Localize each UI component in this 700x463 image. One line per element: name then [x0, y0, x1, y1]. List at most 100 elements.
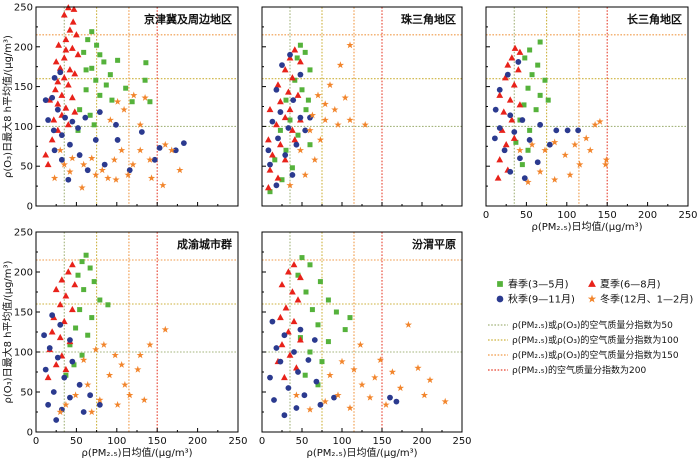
winter-point [326, 371, 334, 379]
autumn-point [279, 62, 285, 69]
summer-point [511, 44, 519, 51]
summer-point [285, 268, 292, 275]
autumn-point [553, 127, 560, 134]
spring-point [295, 132, 301, 138]
winter-point [346, 404, 354, 412]
summer-point [265, 183, 272, 191]
spring-point [105, 302, 111, 308]
winter-point [92, 171, 100, 179]
x-tick-label: 250 [452, 436, 471, 447]
winter-point [56, 146, 64, 154]
autumn-point [285, 385, 292, 391]
summer-point [508, 54, 516, 61]
panel-title: 珠三角地区 [401, 12, 456, 26]
winter-point [161, 140, 169, 148]
summer-point [496, 91, 504, 98]
winter-point [314, 91, 322, 99]
winter-legend-marker [587, 294, 597, 303]
autumn-point [496, 125, 503, 131]
summer-point [55, 41, 63, 48]
winter-point [140, 396, 148, 404]
autumn-point [76, 152, 83, 158]
winter-point [596, 117, 604, 125]
spring-point [85, 332, 91, 338]
winter-point [66, 167, 74, 175]
autumn-point [96, 109, 103, 115]
spring-point [342, 327, 348, 333]
autumn-point [57, 321, 64, 328]
summer-point [56, 64, 64, 71]
autumn-point [113, 121, 119, 128]
legend-item-reference-line: ρ(PM₂.₅)或ρ(O₃)的空气质量分指数为150 [488, 349, 679, 361]
summer-point [52, 361, 60, 368]
winter-point [136, 351, 144, 359]
spring-point [97, 297, 103, 303]
winter-point [321, 100, 329, 108]
x-tick-label: 200 [412, 436, 431, 447]
summer-point [290, 317, 298, 325]
winter-point [147, 174, 156, 182]
spring-point [75, 272, 81, 278]
x-tick-label: 250 [228, 436, 247, 447]
spring-point [81, 287, 87, 293]
spring-point [94, 42, 100, 48]
legend-reference-line-label: ρ(PM₂.₅)或ρ(O₃)的空气质量分指数为100 [512, 334, 679, 346]
summer-point [64, 268, 72, 275]
winter-point [136, 146, 144, 154]
summer-point [50, 116, 58, 123]
spring-point [299, 87, 305, 93]
summer-point [62, 35, 70, 43]
autumn-point [281, 332, 288, 339]
summer-point [278, 281, 286, 288]
winter-point [346, 116, 354, 124]
summer-point [52, 58, 60, 65]
y-tick-label: 250 [14, 3, 33, 14]
spring-point [129, 99, 135, 105]
autumn-point [58, 156, 65, 163]
winter-point [602, 156, 611, 163]
autumn-point [151, 156, 158, 163]
spring-point [315, 322, 321, 328]
winter-point [601, 160, 610, 168]
y-tick-label: 100 [14, 348, 33, 359]
summer-point [69, 18, 77, 25]
x-tick-label: 150 [372, 436, 391, 447]
scatter-panel: 0 50 100 150 200 250 长三角地区 ρ(PM₂.₅)日均值/(μg/m³) [483, 6, 698, 233]
spring-point [83, 252, 89, 258]
y-tick-label: 0 [27, 428, 33, 439]
spring-point [103, 82, 109, 88]
x-axis-label: ρ(PM₂.₅)日均值/(μg/m³) [81, 446, 192, 459]
summer-point [71, 108, 79, 115]
x-tick-label: 150 [148, 436, 167, 447]
summer-point [514, 66, 522, 73]
summer-point [278, 341, 286, 348]
winter-point [56, 408, 64, 416]
scatter-panel: 0 50 100 150 200 250 0 50 100 150 200 250 成渝城市群 ρ(PM₂… [1, 228, 248, 460]
spring-point [85, 37, 91, 43]
plot-frame [261, 231, 463, 433]
winter-point [586, 146, 594, 154]
spring-point [77, 307, 83, 313]
spring-point [83, 87, 89, 93]
winter-point [71, 391, 80, 399]
summer-point [510, 81, 518, 88]
autumn-point [180, 140, 187, 147]
winter-point [124, 171, 132, 179]
winter-point [334, 121, 342, 128]
summer-point [274, 81, 282, 88]
spring-point [545, 97, 551, 103]
summer-point [291, 46, 299, 53]
winter-point [120, 105, 128, 113]
summer-point [293, 364, 300, 371]
summer-point [62, 292, 70, 299]
autumn-point [271, 397, 277, 403]
winter-point [591, 121, 599, 128]
autumn-point [537, 121, 544, 128]
winter-point [141, 93, 149, 101]
summer-point [71, 70, 79, 77]
autumn-point [62, 114, 68, 121]
spring-point [307, 262, 313, 268]
autumn-point [273, 345, 280, 351]
y-tick-label: 0 [27, 202, 33, 213]
legend-reference-line-label: ρ(PM₂.₅)或ρ(O₃)的空气质量分指数为50 [512, 319, 673, 331]
